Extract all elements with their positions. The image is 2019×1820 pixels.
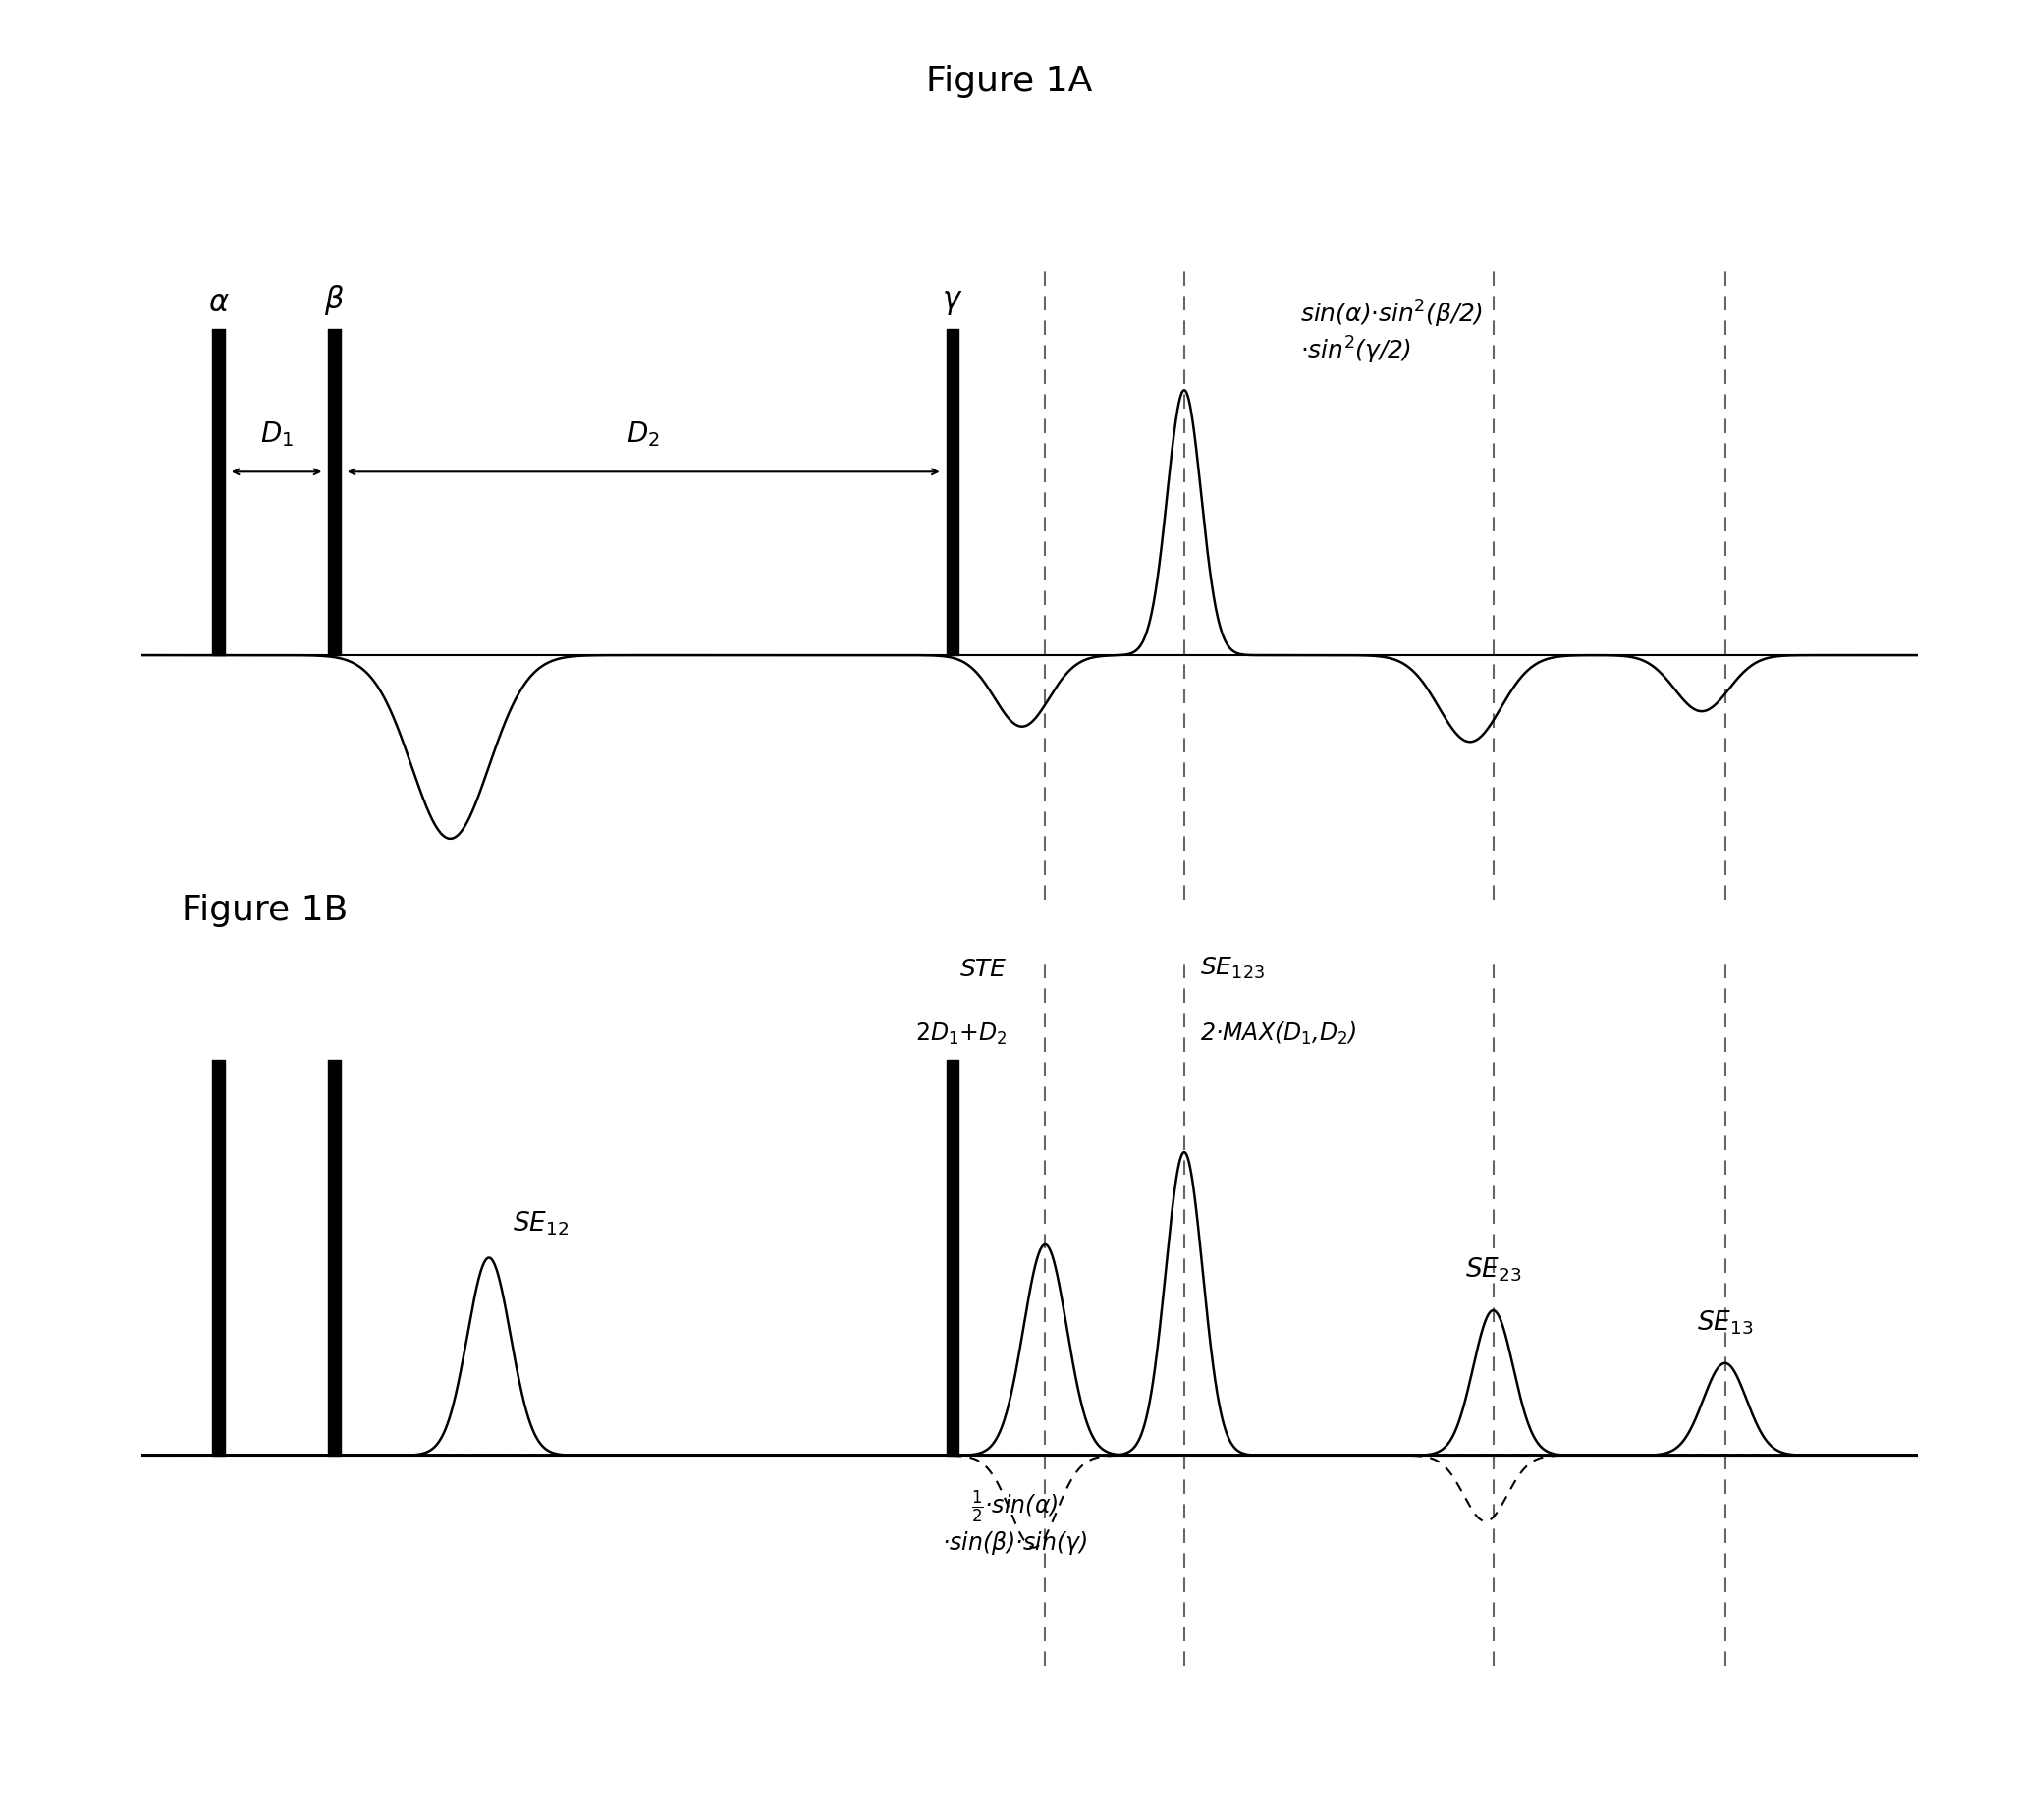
Text: SE$_{12}$: SE$_{12}$ <box>513 1210 569 1238</box>
Text: sin($\alpha$)$\cdot$sin$^2$($\beta$/2)
$\cdot$sin$^2$($\gamma$/2): sin($\alpha$)$\cdot$sin$^2$($\beta$/2) $… <box>1300 298 1482 366</box>
Text: 2·MAX($D_1$,$D_2$): 2·MAX($D_1$,$D_2$) <box>1199 1019 1357 1046</box>
Text: $\alpha$: $\alpha$ <box>208 288 230 317</box>
Text: $\beta$: $\beta$ <box>325 282 345 317</box>
Text: $\frac{1}{2}$·sin($\alpha$)
·sin($\beta$)·sin($\gamma$): $\frac{1}{2}$·sin($\alpha$) ·sin($\beta$… <box>941 1489 1086 1556</box>
Text: SE$_{23}$: SE$_{23}$ <box>1466 1256 1522 1285</box>
Text: $2D_1$+$D_2$: $2D_1$+$D_2$ <box>915 1021 1007 1046</box>
Text: STE: STE <box>961 957 1007 981</box>
Text: $D_1$: $D_1$ <box>260 420 293 450</box>
Text: Figure 1A: Figure 1A <box>927 66 1092 98</box>
Text: SE$_{123}$: SE$_{123}$ <box>1199 956 1264 981</box>
Text: $D_2$: $D_2$ <box>626 420 660 450</box>
Text: Figure 1B: Figure 1B <box>182 894 347 926</box>
Text: SE$_{13}$: SE$_{13}$ <box>1696 1309 1752 1336</box>
Text: $\gamma$: $\gamma$ <box>943 288 963 317</box>
